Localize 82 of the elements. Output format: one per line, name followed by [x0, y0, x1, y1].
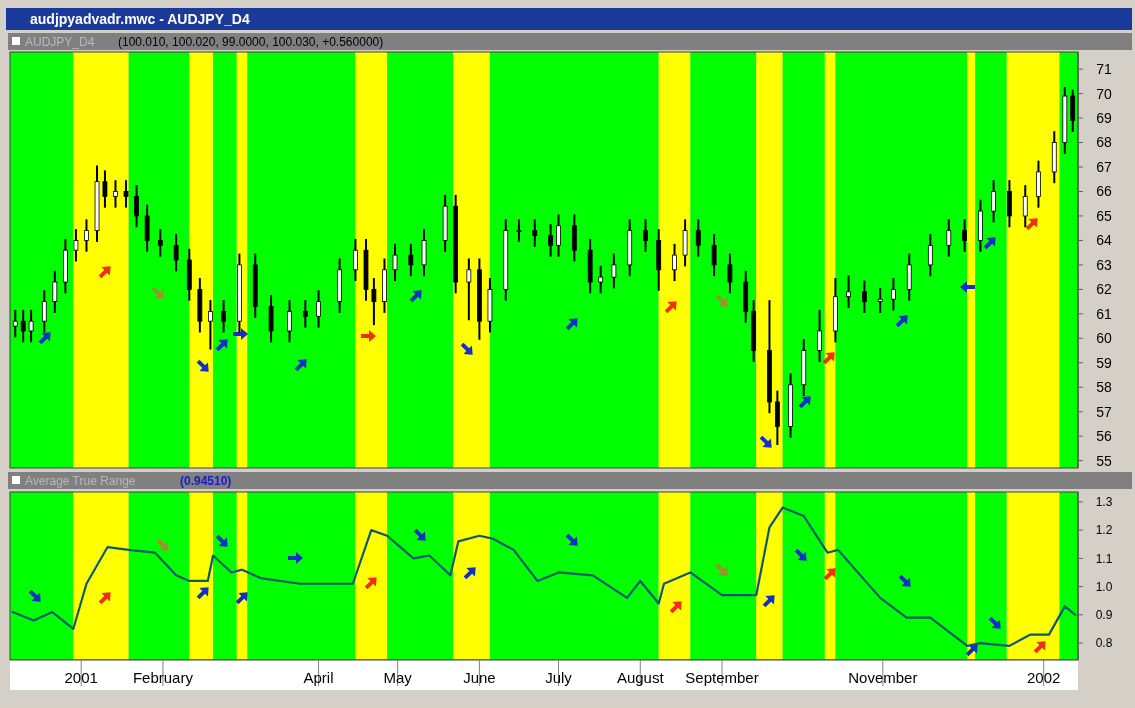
candlestick: [52, 270, 58, 313]
candlestick: [353, 238, 358, 282]
candlestick: [113, 180, 118, 208]
y-tick-label: 56: [1096, 428, 1112, 445]
candlestick: [302, 300, 308, 328]
x-tick-label: August: [616, 669, 665, 686]
candlestick: [643, 219, 648, 252]
candlestick: [466, 258, 472, 321]
chart-subtitle: (0.94510): [180, 474, 232, 488]
candlestick: [556, 214, 561, 257]
chart-title: Average True Range: [25, 474, 136, 488]
x-tick-label: September: [685, 669, 759, 686]
x-tick-label: July: [545, 669, 573, 686]
candlestick: [408, 243, 414, 277]
chart-subtitle: AUDJPY_D4: [25, 35, 95, 49]
candlestick: [817, 309, 822, 362]
x-tick-label: April: [303, 669, 334, 686]
x-tick-label: 2002: [1027, 669, 1061, 686]
y-tick-label: 1.2: [1095, 523, 1113, 538]
chart-title: audjpyadvadr.mwc - AUDJPY_D4: [30, 11, 250, 27]
candlestick: [392, 243, 398, 282]
x-tick-label: May: [383, 669, 413, 686]
candlestick: [208, 300, 213, 350]
x-tick-label: 2001: [64, 669, 98, 686]
candlestick: [134, 185, 139, 228]
y-tick-label: 1.3: [1095, 495, 1113, 510]
y-tick-label: 61: [1096, 305, 1112, 322]
candlestick: [927, 234, 933, 277]
candlestick: [548, 224, 553, 257]
y-tick-label: 67: [1096, 158, 1112, 175]
candlestick: [316, 290, 321, 328]
x-tick-label: June: [463, 669, 496, 686]
candlestick: [84, 219, 89, 252]
y-tick-label: 58: [1096, 379, 1112, 396]
x-tick-label: November: [848, 669, 918, 686]
candlestick: [962, 219, 968, 252]
y-tick-label: 70: [1096, 85, 1112, 102]
candlestick: [611, 253, 617, 289]
y-tick-label: 0.9: [1095, 608, 1113, 623]
y-tick-label: 65: [1096, 207, 1112, 224]
candlestick: [221, 300, 226, 333]
candlestick: [173, 234, 179, 272]
candlestick: [727, 253, 733, 294]
candlestick: [672, 243, 677, 282]
candlestick: [711, 234, 717, 277]
candlestick: [20, 309, 26, 343]
candlestick: [1022, 185, 1028, 228]
y-tick-label: 60: [1096, 330, 1112, 347]
y-tick-label: 55: [1096, 452, 1112, 469]
candlestick: [695, 219, 701, 257]
y-tick-label: 1.0: [1095, 579, 1113, 594]
y-tick-label: 68: [1096, 134, 1112, 151]
candlestick: [73, 229, 79, 262]
candlestick: [946, 219, 952, 257]
y-tick-label: 64: [1096, 232, 1112, 249]
candlestick: [862, 280, 867, 313]
candlestick: [891, 278, 896, 311]
candlestick: [371, 278, 377, 326]
candlestick: [991, 180, 997, 223]
x-tick-label: February: [132, 669, 194, 686]
candlestick: [41, 290, 47, 333]
y-tick-label: 0.8: [1095, 636, 1113, 651]
candlestick: [287, 300, 292, 343]
y-tick-label: 66: [1096, 183, 1112, 200]
candlestick: [846, 275, 851, 308]
candlestick: [598, 265, 604, 294]
y-tick-label: 69: [1096, 109, 1112, 126]
y-tick-label: 59: [1096, 354, 1112, 371]
y-tick-label: 1.1: [1095, 551, 1113, 566]
y-tick-label: 71: [1096, 61, 1112, 78]
candlestick: [532, 219, 538, 247]
candlestick: [157, 229, 163, 257]
candlestick: [102, 170, 108, 208]
y-tick-label: 57: [1096, 403, 1112, 420]
candlestick: [516, 219, 522, 242]
candlestick: [12, 309, 18, 338]
y-tick-label: 63: [1096, 256, 1112, 273]
text: (100.010, 100.020, 99.0000, 100.030, +0.560000): [118, 35, 384, 49]
candlestick: [877, 287, 883, 313]
candlestick: [123, 180, 129, 208]
y-tick-label: 62: [1096, 281, 1112, 298]
candlestick: [28, 309, 34, 343]
